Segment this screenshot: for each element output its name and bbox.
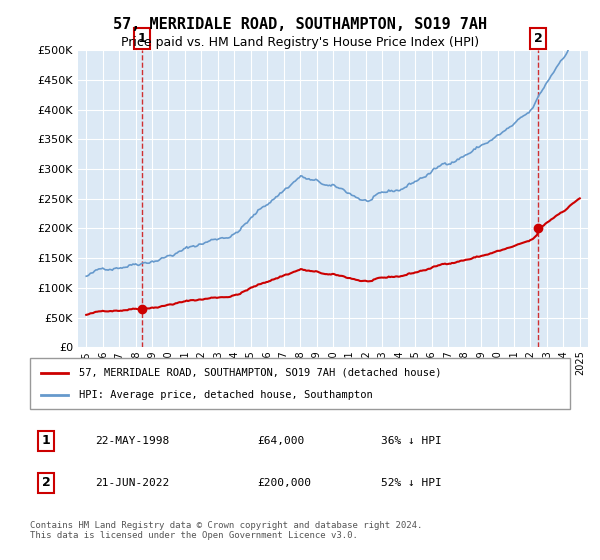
Text: Contains HM Land Registry data © Crown copyright and database right 2024.
This d: Contains HM Land Registry data © Crown c… xyxy=(30,521,422,540)
Text: 57, MERRIDALE ROAD, SOUTHAMPTON, SO19 7AH: 57, MERRIDALE ROAD, SOUTHAMPTON, SO19 7A… xyxy=(113,17,487,32)
Text: £64,000: £64,000 xyxy=(257,436,304,446)
Text: 52% ↓ HPI: 52% ↓ HPI xyxy=(381,478,442,488)
Text: 2: 2 xyxy=(534,32,542,45)
FancyBboxPatch shape xyxy=(30,358,570,409)
Text: 36% ↓ HPI: 36% ↓ HPI xyxy=(381,436,442,446)
Text: 1: 1 xyxy=(42,435,50,447)
Text: 2: 2 xyxy=(42,477,50,489)
Text: £200,000: £200,000 xyxy=(257,478,311,488)
Text: Price paid vs. HM Land Registry's House Price Index (HPI): Price paid vs. HM Land Registry's House … xyxy=(121,36,479,49)
Text: 1: 1 xyxy=(137,32,146,45)
Text: 22-MAY-1998: 22-MAY-1998 xyxy=(95,436,169,446)
Text: 21-JUN-2022: 21-JUN-2022 xyxy=(95,478,169,488)
Text: 57, MERRIDALE ROAD, SOUTHAMPTON, SO19 7AH (detached house): 57, MERRIDALE ROAD, SOUTHAMPTON, SO19 7A… xyxy=(79,367,441,377)
Text: HPI: Average price, detached house, Southampton: HPI: Average price, detached house, Sout… xyxy=(79,390,373,400)
